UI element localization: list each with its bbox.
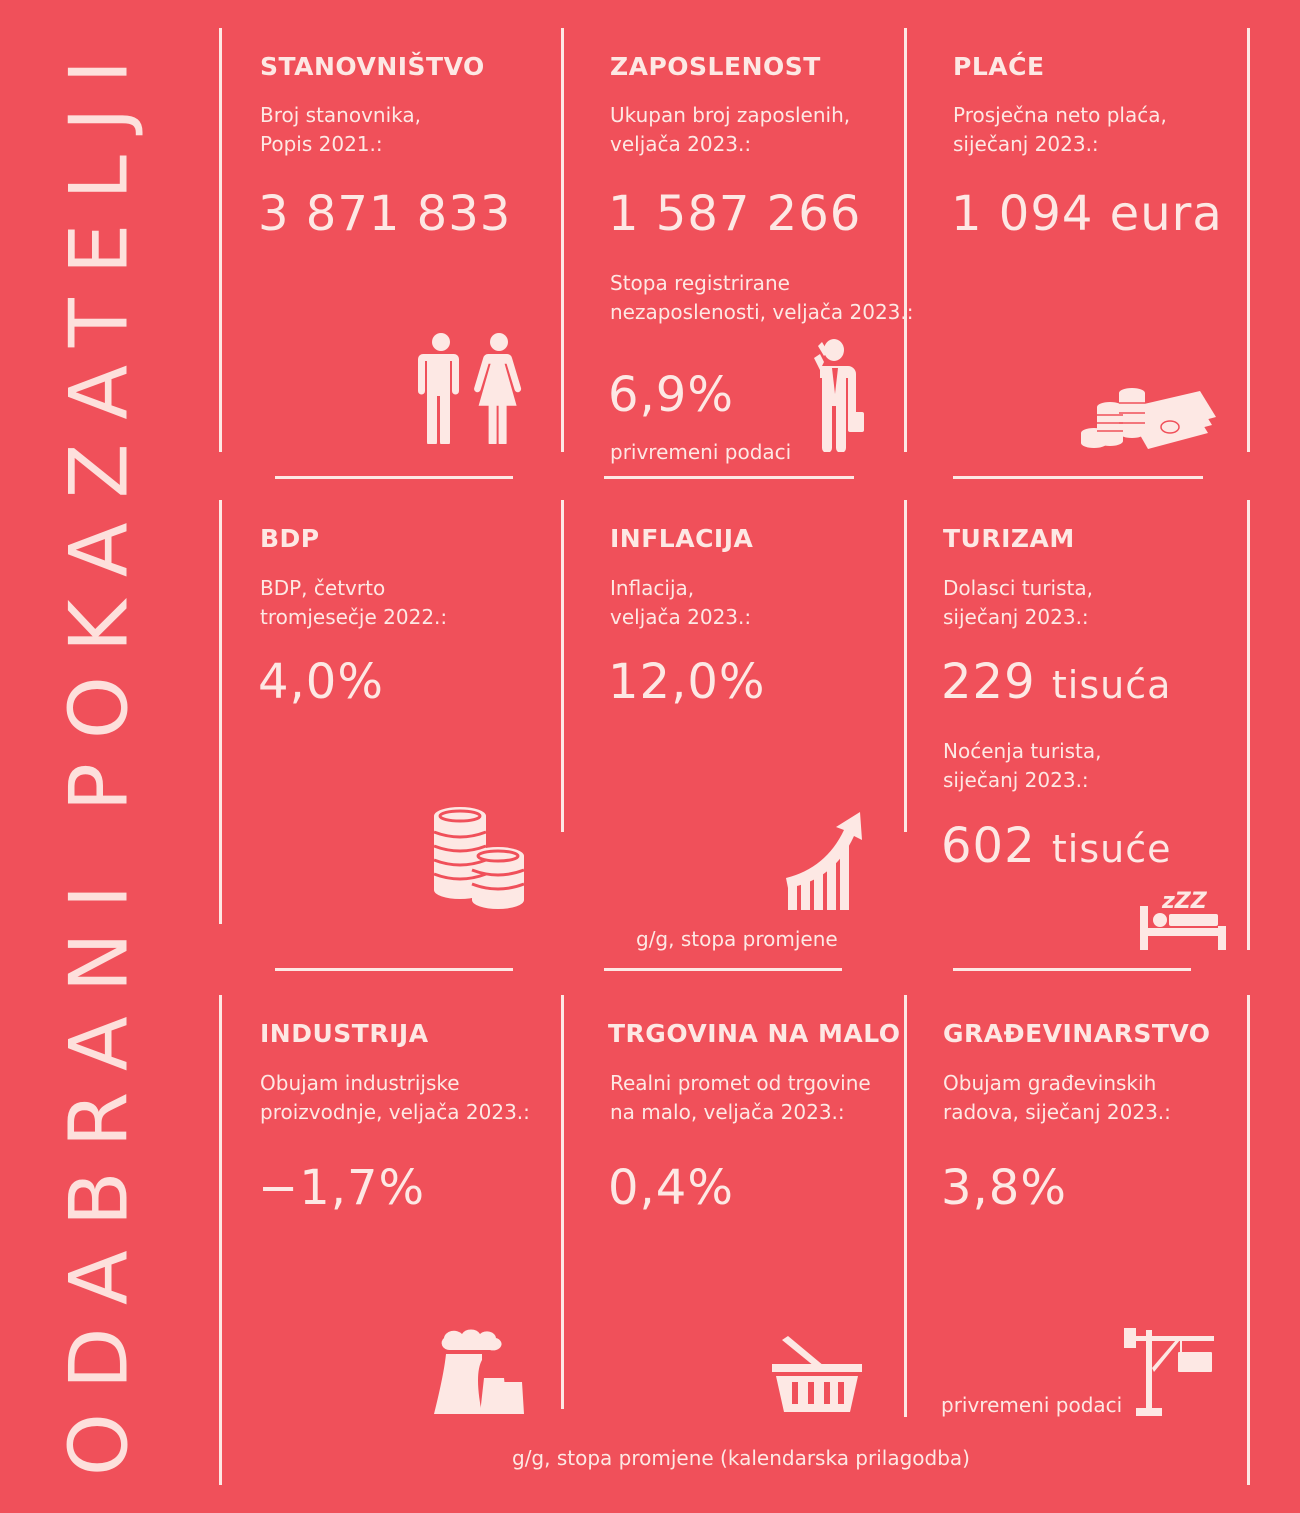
population-label: Broj stanovnika, Popis 2021.:: [260, 101, 421, 159]
population-heading: STANOVNIŠTVO: [260, 52, 485, 81]
tourist-nights-number: 602: [941, 818, 1036, 874]
wages-label-line1: Prosječna neto plaća,: [953, 103, 1167, 127]
divider-vertical: [1247, 500, 1250, 950]
population-value: 3 871 833: [258, 186, 512, 242]
divider-vertical: [561, 500, 564, 832]
divider-vertical: [219, 995, 222, 1485]
tourist-nights-unit: tisuće: [1051, 827, 1172, 871]
retail-label-line1: Realni promet od trgovine: [610, 1071, 871, 1095]
gdp-heading: BDP: [260, 524, 320, 553]
divider-horizontal: [604, 476, 854, 479]
businessman-icon: [810, 338, 870, 452]
tourist-nights-label-line1: Noćenja turista,: [943, 739, 1102, 763]
inflation-heading: INFLACIJA: [610, 524, 754, 553]
inflation-note: g/g, stopa promjene: [636, 927, 838, 951]
divider-vertical: [561, 995, 564, 1409]
employment-label-line2: veljača 2023.:: [610, 132, 752, 156]
construction-label-line1: Obujam građevinskih: [943, 1071, 1157, 1095]
construction-label: Obujam građevinskih radova, siječanj 202…: [943, 1069, 1171, 1127]
sleep-letters: zZZ: [1161, 889, 1208, 914]
inflation-label-line2: veljača 2023.:: [610, 605, 752, 629]
divider-horizontal: [953, 476, 1203, 479]
inflation-value: 12,0%: [608, 654, 766, 710]
tourist-nights-label: Noćenja turista, siječanj 2023.:: [943, 737, 1102, 795]
divider-vertical: [1247, 28, 1250, 452]
divider-vertical: [219, 500, 222, 924]
gdp-value: 4,0%: [258, 654, 384, 710]
divider-horizontal: [275, 476, 513, 479]
crane-icon: [1124, 1328, 1218, 1416]
employment-value: 1 587 266: [608, 186, 862, 242]
sleeping-bed-icon: zZZ: [1138, 878, 1228, 952]
people-icon: [416, 332, 526, 444]
unemployment-label: Stopa registrirane nezaposlenosti, velja…: [610, 269, 914, 327]
basket-icon: [772, 1336, 864, 1414]
unemployment-label-line2: nezaposlenosti, veljača 2023.:: [610, 300, 914, 324]
money-icon: [1080, 385, 1220, 449]
page-title: ODABRANI POKAZATELJI: [52, 35, 146, 1477]
divider-horizontal: [604, 968, 842, 971]
tourist-arrivals-unit: tisuća: [1051, 663, 1172, 707]
construction-provisional-note: privremeni podaci: [941, 1393, 1123, 1417]
gdp-label-line2: tromjesečje 2022.:: [260, 605, 448, 629]
divider-vertical: [1247, 995, 1250, 1485]
population-label-line2: Popis 2021.:: [260, 132, 383, 156]
tourist-arrivals-number: 229: [941, 654, 1036, 710]
tourist-arrivals-label-line2: siječanj 2023.:: [943, 605, 1089, 629]
tourist-arrivals-label: Dolasci turista, siječanj 2023.:: [943, 574, 1093, 632]
factory-icon: [430, 1328, 524, 1414]
tourist-arrivals-value: 229 tisuća: [941, 654, 1171, 710]
industry-value: −1,7%: [258, 1160, 426, 1216]
wages-label-line2: siječanj 2023.:: [953, 132, 1099, 156]
divider-horizontal: [953, 968, 1191, 971]
industry-heading: INDUSTRIJA: [260, 1019, 429, 1048]
construction-label-line2: radova, siječanj 2023.:: [943, 1100, 1171, 1124]
unemployment-value: 6,9%: [608, 367, 734, 423]
divider-vertical: [904, 995, 907, 1417]
tourism-heading: TURIZAM: [943, 524, 1075, 553]
retail-label: Realni promet od trgovine na malo, velja…: [610, 1069, 871, 1127]
industry-label: Obujam industrijske proizvodnje, veljača…: [260, 1069, 530, 1127]
tourist-nights-label-line2: siječanj 2023.:: [943, 768, 1089, 792]
tourist-arrivals-label-line1: Dolasci turista,: [943, 576, 1093, 600]
retail-label-line2: na malo, veljača 2023.:: [610, 1100, 845, 1124]
employment-heading: ZAPOSLENOST: [610, 52, 821, 81]
construction-value: 3,8%: [941, 1160, 1067, 1216]
employment-label: Ukupan broj zaposlenih, veljača 2023.:: [610, 101, 850, 159]
employment-provisional-note: privremeni podaci: [610, 440, 792, 464]
industry-label-line2: proizvodnje, veljača 2023.:: [260, 1100, 530, 1124]
wages-label: Prosječna neto plaća, siječanj 2023.:: [953, 101, 1167, 159]
retail-heading: TRGOVINA NA MALO: [608, 1019, 901, 1048]
unemployment-label-line1: Stopa registrirane: [610, 271, 790, 295]
construction-heading: GRAĐEVINARSTVO: [943, 1019, 1211, 1048]
divider-horizontal: [275, 968, 513, 971]
inflation-label-line1: Inflacija,: [610, 576, 695, 600]
tourist-nights-value: 602 tisuće: [941, 818, 1172, 874]
employment-label-line1: Ukupan broj zaposlenih,: [610, 103, 851, 127]
gdp-label: BDP, četvrto tromjesečje 2022.:: [260, 574, 447, 632]
footer-note: g/g, stopa promjene (kalendarska prilago…: [512, 1446, 970, 1470]
retail-value: 0,4%: [608, 1160, 734, 1216]
growth-chart-icon: [784, 812, 864, 912]
industry-label-line1: Obujam industrijske: [260, 1071, 460, 1095]
divider-vertical: [904, 500, 907, 832]
coins-icon: [432, 806, 526, 910]
wages-value: 1 094 eura: [951, 186, 1223, 242]
divider-vertical: [219, 28, 222, 452]
gdp-label-line1: BDP, četvrto: [260, 576, 386, 600]
wages-heading: PLAĆE: [953, 52, 1045, 81]
inflation-label: Inflacija, veljača 2023.:: [610, 574, 751, 632]
population-label-line1: Broj stanovnika,: [260, 103, 421, 127]
divider-vertical: [561, 28, 564, 452]
divider-vertical: [904, 28, 907, 452]
